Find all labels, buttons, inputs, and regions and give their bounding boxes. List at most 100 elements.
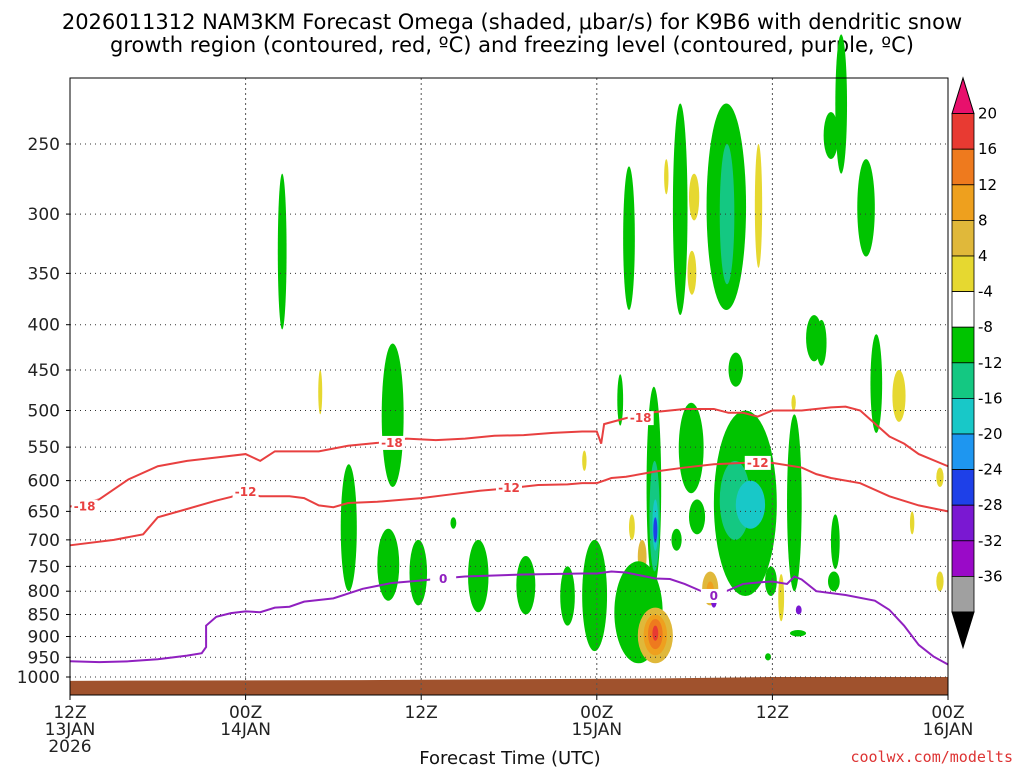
colorbar-seg-14: [951, 576, 975, 613]
colorbar-label-11: -28: [978, 496, 1003, 514]
colorbar-seg-11: [951, 469, 975, 506]
colorbar-label-2: 12: [978, 176, 997, 194]
colorbar-label-3: 8: [978, 211, 988, 229]
omega-cell-44: [787, 414, 802, 592]
y-tick-label-13: 900: [28, 627, 60, 647]
x-tick-label-5-0: 00Z: [931, 703, 964, 723]
contour-label-minus12-2: -12: [747, 456, 769, 470]
y-tick-label-10: 750: [28, 557, 60, 577]
contour-zero: [69, 570, 949, 666]
y-tick-label-4: 450: [28, 361, 60, 381]
omega-cell-11: [582, 450, 587, 471]
omega-cell-60: [795, 605, 802, 615]
contour-label-zero-0: 0: [439, 572, 447, 586]
omega-cell-42: [778, 574, 785, 622]
x-tick-label-2-0: 12Z: [405, 703, 438, 723]
x-axis-label: Forecast Time (UTC): [419, 748, 600, 768]
x-tick-label-3-0: 00Z: [580, 703, 613, 723]
omega-cell-20: [653, 517, 658, 543]
credit-text[interactable]: coolwx.com/modelts: [850, 748, 1013, 766]
y-tick-label-5: 500: [28, 402, 60, 422]
contour-label-bg-minus12-0: [232, 484, 259, 499]
x-tick-label-5-1: 16JAN: [923, 720, 974, 740]
contour-label-bg-zero-1: [700, 588, 727, 603]
contour-label-bg-minus18-0: [71, 499, 98, 514]
ground-terrain: [70, 677, 948, 695]
colorbar-seg-5: [951, 255, 975, 292]
x-tick-label-0-2: 2026: [48, 737, 91, 757]
plot-frame: [69, 77, 949, 696]
contour-label-bg-minus18-2: [627, 411, 654, 426]
x-tick-label-4-0: 12Z: [756, 703, 789, 723]
colorbar: 20 16 12 8 4 -4 -8 -12 -16 -20 -24 -28 -32 -36: [951, 76, 1003, 650]
contour-minus12: [69, 461, 949, 547]
omega-cell-31: [688, 499, 706, 535]
omega-cell-58: [936, 571, 944, 592]
colorbar-label-13: -36: [978, 567, 1003, 585]
contour-label-minus12-0: -12: [235, 485, 257, 499]
colorbar-seg-12: [951, 504, 975, 542]
grid: [69, 78, 949, 695]
omega-cell-27: [671, 528, 682, 551]
contour-label-bg-minus12-1: [496, 481, 522, 496]
omega-cell-50: [823, 111, 839, 160]
y-tick-label-2: 350: [28, 264, 60, 284]
omega-cell-10: [582, 539, 608, 652]
omega-cell-52: [830, 514, 840, 569]
contour-label-minus18-2: -18: [630, 411, 652, 425]
chart-title-line-1: 2026011312 NAM3KM Forecast Omega (shaded…: [62, 10, 962, 34]
y-axis: 2503003504004505005506006507007508008509…: [17, 135, 70, 688]
omega-cell-9: [560, 566, 575, 626]
contour-label-bg-minus18-1: [378, 435, 405, 450]
omega-cell-45: [789, 630, 807, 637]
omega-cell-57: [936, 467, 944, 487]
colorbar-bottom-arrow: [951, 611, 975, 650]
omega-cell-33: [719, 144, 735, 285]
omega-cell-14: [628, 514, 635, 540]
contour-label-minus18-0: -18: [74, 500, 96, 514]
colorbar-seg-10: [951, 433, 975, 470]
omega-cell-1: [318, 369, 323, 415]
x-tick-label-1-0: 00Z: [229, 703, 262, 723]
y-tick-label-8: 650: [28, 502, 60, 522]
omega-cell-43: [791, 394, 796, 411]
omega-cell-13: [623, 166, 635, 311]
omega-cell-24: [652, 625, 659, 641]
chart-title-line-2: growth region (contoured, red, ºC) and f…: [110, 33, 914, 57]
colorbar-seg-1: [951, 113, 975, 150]
y-tick-label-14: 950: [28, 648, 60, 668]
contours: -18 -18 -18 -12 -12 -12 0 0: [69, 405, 949, 666]
omega-cell-36: [735, 480, 766, 529]
omega-cell-25: [664, 159, 669, 195]
x-tick-label-3-1: 15JAN: [571, 720, 622, 740]
colorbar-label-8: -16: [978, 389, 1003, 407]
y-tick-label-7: 600: [28, 472, 60, 492]
omega-cell-5: [409, 539, 428, 606]
omega-cell-55: [892, 369, 906, 422]
colorbar-seg-2: [951, 148, 975, 186]
y-tick-label-3: 400: [28, 316, 60, 336]
colorbar-label-7: -12: [978, 354, 1003, 372]
omega-cell-12: [617, 374, 624, 426]
colorbar-label-0: 20: [978, 105, 997, 123]
omega-cell-39: [754, 144, 763, 268]
contour-label-minus12-1: -12: [498, 481, 520, 495]
colorbar-seg-6: [951, 291, 975, 328]
y-tick-label-11: 800: [28, 582, 60, 602]
contour-minus18: [69, 405, 949, 508]
y-tick-label-1: 300: [28, 205, 60, 225]
ground-fill: [70, 677, 948, 695]
omega-cell-26: [672, 103, 688, 315]
y-tick-label-9: 700: [28, 531, 60, 551]
omega-cell-28: [687, 250, 697, 295]
omega-cell-6: [450, 517, 457, 529]
omega-shading: [277, 34, 944, 664]
omega-cell-53: [870, 334, 883, 433]
colorbar-label-12: -32: [978, 532, 1003, 550]
omega-cell-30: [678, 402, 704, 494]
colorbar-label-6: -8: [978, 318, 993, 336]
colorbar-seg-8: [951, 362, 975, 399]
omega-cell-29: [688, 173, 700, 221]
